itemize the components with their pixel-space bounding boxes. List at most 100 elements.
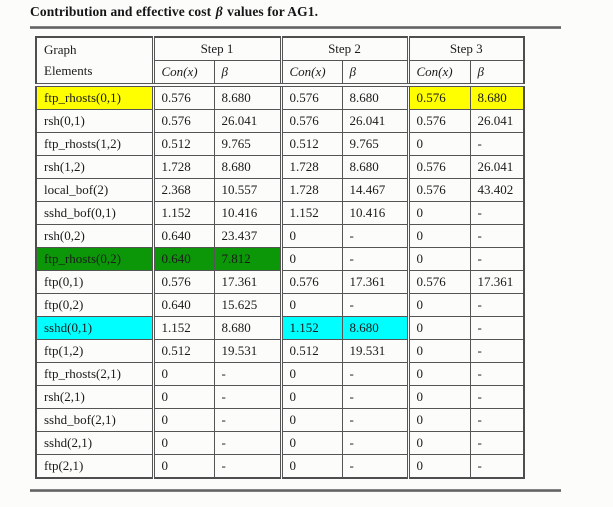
cell-step3-con: 0 [406, 224, 471, 248]
cell-step2-beta: - [341, 224, 409, 248]
cell-step2-beta: 14.467 [341, 178, 409, 202]
cell-step2-con: 0 [279, 247, 343, 271]
header-step3-beta: β [469, 60, 525, 87]
table-header: Graph Elements Step 1 Step 2 Step 3 Con(x… [35, 36, 525, 87]
cell-step2-beta: - [341, 385, 409, 409]
cell-step3-beta: - [469, 431, 525, 455]
cell-step3-con: 0 [406, 339, 471, 363]
cell-graph-element: rsh(1,2) [35, 155, 154, 179]
cell-step2-beta: 8.680 [341, 84, 409, 110]
cell-step3-beta: 43.402 [469, 178, 525, 202]
cell-step3-con: 0 [406, 362, 471, 386]
header-graph-line2: Elements [44, 62, 93, 78]
cell-graph-element: rsh(2,1) [35, 385, 154, 409]
cell-step1-con: 0 [151, 431, 215, 455]
cell-step3-beta: 26.041 [469, 155, 525, 179]
cell-step3-beta: - [469, 132, 525, 156]
cell-step2-con: 1.152 [279, 201, 343, 225]
cell-step1-con: 0.576 [151, 109, 215, 133]
cell-graph-element: ftp(2,1) [35, 454, 154, 479]
cell-step3-beta: - [469, 247, 525, 271]
cell-graph-element: ftp(1,2) [35, 339, 154, 363]
cell-step2-con: 0.576 [279, 270, 343, 294]
cell-step3-con: 0 [406, 431, 471, 455]
caption-rule-bottom [30, 489, 561, 492]
caption-beta-symbol: β [215, 4, 223, 19]
table-row: sshd_bof(2,1) 0 - 0 - 0 - [35, 408, 525, 432]
cell-step2-beta: 9.765 [341, 132, 409, 156]
header-row-subcolumns: Con(x) β Con(x) β Con(x) β [36, 60, 525, 87]
cell-step1-beta: 17.361 [213, 270, 282, 294]
cell-graph-element: ftp(0,1) [35, 270, 154, 294]
table-row: rsh(1,2) 1.728 8.680 1.728 8.680 0.576 2… [35, 155, 525, 179]
cell-step2-beta: - [341, 408, 409, 432]
header-step1-beta: β [213, 60, 282, 87]
cell-step2-beta: 19.531 [341, 339, 409, 363]
table-row: sshd(2,1) 0 - 0 - 0 - [35, 431, 525, 455]
table-row: local_bof(2) 2.368 10.557 1.728 14.467 0… [35, 178, 525, 202]
cell-step2-con: 0.576 [279, 109, 343, 133]
cell-step1-con: 0.640 [151, 224, 215, 248]
cell-step2-beta: 26.041 [341, 109, 409, 133]
cell-graph-element: ftp_rhosts(0,2) [35, 247, 154, 271]
cell-step1-con: 1.728 [151, 155, 215, 179]
cell-step1-beta: 19.531 [213, 339, 282, 363]
cell-step1-con: 2.368 [151, 178, 215, 202]
cell-step2-beta: 8.680 [341, 155, 409, 179]
cell-graph-element: ftp_rhosts(0,1) [35, 84, 154, 110]
contribution-cost-table: Graph Elements Step 1 Step 2 Step 3 Con(x… [35, 36, 525, 479]
cell-step1-beta: 23.437 [213, 224, 282, 248]
cell-step2-beta: - [341, 362, 409, 386]
cell-step1-beta: 15.625 [213, 293, 282, 317]
cell-step2-con: 1.728 [279, 155, 343, 179]
cell-graph-element: sshd(2,1) [35, 431, 154, 455]
cell-graph-element: sshd_bof(2,1) [35, 408, 154, 432]
cell-step1-beta: 8.680 [213, 316, 282, 340]
table-row: sshd_bof(0,1) 1.152 10.416 1.152 10.416 … [35, 201, 525, 225]
cell-step1-con: 0 [151, 408, 215, 432]
cell-graph-element: local_bof(2) [35, 178, 154, 202]
cell-step2-con: 1.152 [279, 316, 343, 340]
cell-graph-element: ftp(0,2) [35, 293, 154, 317]
cell-graph-element: rsh(0,2) [35, 224, 154, 248]
cell-step3-con: 0 [406, 247, 471, 271]
cell-step1-beta: - [213, 362, 282, 386]
table-row: rsh(2,1) 0 - 0 - 0 - [35, 385, 525, 409]
cell-step3-con: 0.576 [406, 270, 471, 294]
cell-step1-beta: 10.416 [213, 201, 282, 225]
header-step-3: Step 3 [406, 36, 525, 61]
cell-step1-con: 0 [151, 454, 215, 479]
table-row: ftp(0,2) 0.640 15.625 0 - 0 - [35, 293, 525, 317]
cell-step3-con: 0 [406, 385, 471, 409]
cell-step2-con: 0.512 [279, 132, 343, 156]
header-step2-con: Con(x) [279, 60, 343, 87]
cell-step1-beta: 8.680 [213, 84, 282, 110]
cell-step2-con: 1.728 [279, 178, 343, 202]
cell-step3-con: 0.576 [406, 109, 471, 133]
cell-step3-beta: - [469, 224, 525, 248]
caption-prefix: Contribution and effective cost [30, 4, 215, 19]
cell-step2-con: 0 [279, 385, 343, 409]
cell-step1-beta: - [213, 385, 282, 409]
cell-step2-con: 0 [279, 408, 343, 432]
cell-step2-beta: - [341, 293, 409, 317]
cell-step1-con: 0 [151, 385, 215, 409]
header-row-steps: Graph Elements Step 1 Step 2 Step 3 [35, 36, 525, 87]
cell-step1-beta: 8.680 [213, 155, 282, 179]
cell-step2-con: 0.512 [279, 339, 343, 363]
cell-step1-con: 1.152 [151, 201, 215, 225]
table-body: ftp_rhosts(0,1) 0.576 8.680 0.576 8.680 … [35, 84, 525, 479]
cell-step3-beta: - [469, 385, 525, 409]
cell-step2-con: 0 [279, 293, 343, 317]
cell-step3-beta: - [469, 201, 525, 225]
cell-step2-beta: - [341, 247, 409, 271]
cell-step2-beta: 8.680 [341, 316, 409, 340]
header-step3-con: Con(x) [406, 60, 471, 87]
cell-step1-beta: 26.041 [213, 109, 282, 133]
cell-step2-beta: 10.416 [341, 201, 409, 225]
cell-step1-con: 1.152 [151, 316, 215, 340]
cell-step3-beta: 26.041 [469, 109, 525, 133]
table-row: ftp(2,1) 0 - 0 - 0 - [35, 454, 525, 479]
table-row: rsh(0,2) 0.640 23.437 0 - 0 - [35, 224, 525, 248]
table-row: ftp_rhosts(2,1) 0 - 0 - 0 - [35, 362, 525, 386]
